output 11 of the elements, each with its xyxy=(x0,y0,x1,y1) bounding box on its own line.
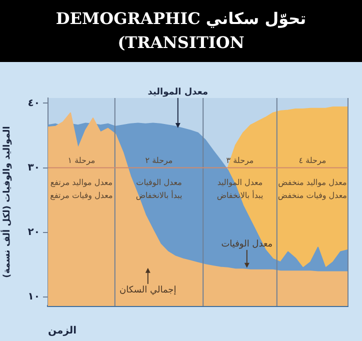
text: معدل المواليد xyxy=(148,87,208,98)
y-axis-title: المواليد والوفيات (لكل ألف نسمة) xyxy=(0,126,13,278)
y-tick-label: ٢٠ xyxy=(28,226,40,238)
annotation: إجمالي السكان xyxy=(120,285,176,296)
text: مرحلة ٤ معدل مواليد منخفض معدل وفيات منخفض xyxy=(278,156,347,200)
chart-title: تحوّل سكاني DEMOGRAPHIC TRANSITION) xyxy=(54,8,308,54)
x-axis-title: الزمن xyxy=(48,326,77,337)
y-tick-label: ١٠ xyxy=(28,292,40,303)
y-tick-label: ٣٠ xyxy=(28,162,40,174)
text: مرحلة ١ معدل مواليد مرتفع معدل وفيات مرتفع xyxy=(50,156,113,200)
y-tick-label: ٤٠ xyxy=(28,98,40,109)
